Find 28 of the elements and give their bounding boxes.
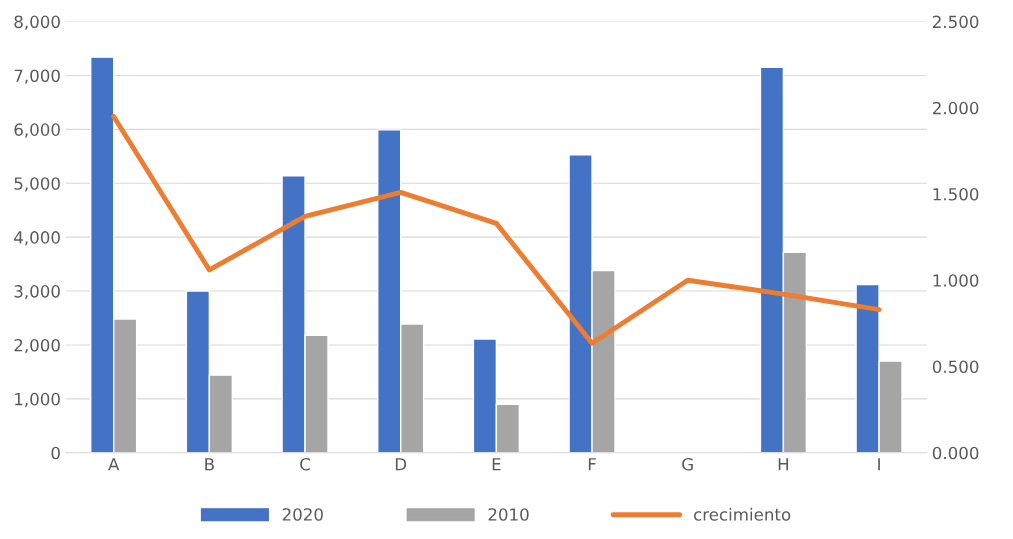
y2-tick-label: 1.500 — [933, 188, 979, 201]
y2-tick-label: 1.000 — [933, 274, 979, 287]
y2-tick-label: 2.000 — [932, 101, 979, 115]
line-series — [111, 113, 882, 346]
x-tick-label: H — [778, 458, 789, 471]
legend-label: crecimiento — [693, 507, 791, 521]
y-tick-label: 8,000 — [14, 15, 60, 30]
y-tick-label: 7,000 — [14, 69, 60, 84]
x-tick-label: E — [492, 458, 501, 471]
x-tick-label: A — [108, 458, 120, 471]
y-tick-label: 0 — [51, 446, 60, 460]
x-tick-label: D — [395, 458, 407, 471]
y-tick-label: 5,000 — [14, 177, 60, 192]
y2-tick-label: 0.500 — [932, 360, 979, 374]
y-tick-label: 1,000 — [15, 392, 60, 408]
x-tick-label: C — [300, 457, 310, 471]
y-tick-label: 6,000 — [14, 123, 60, 138]
legend-label: 2010 — [488, 508, 529, 521]
y-tick-label: 2,000 — [14, 338, 60, 354]
y-tick-label: 3,000 — [14, 285, 60, 300]
y-tick-label: 4,000 — [14, 231, 60, 246]
x-tick-label: F — [588, 458, 596, 471]
x-tick-label: G — [682, 457, 693, 471]
x-tick-label: B — [205, 458, 214, 471]
y2-tick-label: 2.500 — [932, 15, 979, 29]
x-tick-label: I — [878, 458, 880, 471]
y2-tick-label: 0.000 — [932, 446, 979, 460]
legend-label: 2020 — [282, 508, 323, 521]
